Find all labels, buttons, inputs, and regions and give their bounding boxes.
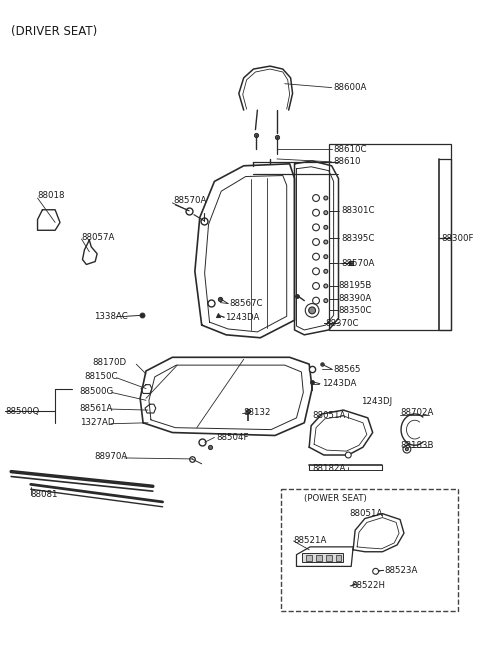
Text: 88610: 88610 — [334, 157, 361, 166]
Circle shape — [324, 196, 328, 200]
Circle shape — [309, 307, 315, 314]
Text: 88170D: 88170D — [92, 358, 126, 367]
Circle shape — [305, 303, 319, 317]
Circle shape — [324, 225, 328, 229]
Circle shape — [324, 284, 328, 288]
Circle shape — [312, 297, 320, 304]
Text: 88057A: 88057A — [82, 233, 115, 242]
Bar — [306, 555, 312, 561]
Text: 1338AC: 1338AC — [94, 312, 128, 321]
Text: 1243DA: 1243DA — [225, 312, 260, 322]
Bar — [302, 553, 343, 563]
Text: 88567C: 88567C — [229, 299, 263, 308]
Circle shape — [312, 253, 320, 260]
Bar — [326, 555, 332, 561]
Circle shape — [324, 269, 328, 273]
Circle shape — [312, 195, 320, 202]
Text: 88702A: 88702A — [400, 409, 433, 417]
Text: 88081: 88081 — [31, 489, 58, 498]
Circle shape — [312, 209, 320, 216]
Circle shape — [312, 224, 320, 231]
Text: 88051A: 88051A — [349, 509, 383, 518]
Text: 88600A: 88600A — [334, 83, 367, 92]
Text: 88570A: 88570A — [341, 259, 375, 268]
Text: 88182A: 88182A — [312, 464, 346, 473]
Text: 88018: 88018 — [37, 191, 65, 200]
Text: 88521A: 88521A — [294, 536, 327, 544]
Text: 88570A: 88570A — [173, 196, 207, 206]
Circle shape — [372, 569, 379, 574]
Text: 88523A: 88523A — [384, 566, 418, 575]
Circle shape — [312, 282, 320, 290]
Circle shape — [345, 452, 351, 458]
Text: 88051A: 88051A — [312, 411, 346, 421]
Text: 1243DJ: 1243DJ — [361, 397, 392, 406]
Bar — [316, 555, 322, 561]
Text: 88390A: 88390A — [338, 294, 372, 303]
Text: 1327AD: 1327AD — [80, 419, 114, 427]
Text: (DRIVER SEAT): (DRIVER SEAT) — [11, 25, 97, 38]
Text: 88350C: 88350C — [338, 306, 372, 315]
Text: 88370C: 88370C — [326, 318, 360, 328]
Circle shape — [406, 447, 408, 451]
Text: 88300F: 88300F — [441, 234, 474, 242]
Text: 88132: 88132 — [244, 409, 271, 417]
Bar — [329, 144, 451, 330]
Text: (POWER SEAT): (POWER SEAT) — [304, 493, 367, 502]
Text: 88565: 88565 — [334, 365, 361, 373]
Text: 88301C: 88301C — [341, 206, 375, 215]
Text: 88561A: 88561A — [80, 403, 113, 413]
Circle shape — [403, 445, 411, 453]
Text: 88395C: 88395C — [341, 234, 375, 242]
Text: 88500G: 88500G — [80, 387, 114, 396]
Text: 88195B: 88195B — [338, 282, 372, 290]
Circle shape — [324, 299, 328, 303]
Circle shape — [324, 240, 328, 244]
Circle shape — [324, 211, 328, 215]
Bar — [281, 489, 458, 611]
Circle shape — [324, 255, 328, 259]
Bar — [336, 555, 341, 561]
Text: 88504F: 88504F — [216, 433, 249, 442]
Circle shape — [312, 268, 320, 274]
Text: 88970A: 88970A — [94, 453, 128, 462]
Text: 88610C: 88610C — [334, 145, 367, 154]
Circle shape — [312, 238, 320, 246]
Text: 88150C: 88150C — [84, 372, 118, 381]
Text: 88500Q: 88500Q — [5, 407, 39, 415]
Text: 88522H: 88522H — [351, 582, 385, 590]
Text: 1243DA: 1243DA — [322, 379, 356, 388]
Text: 88183B: 88183B — [400, 441, 433, 450]
